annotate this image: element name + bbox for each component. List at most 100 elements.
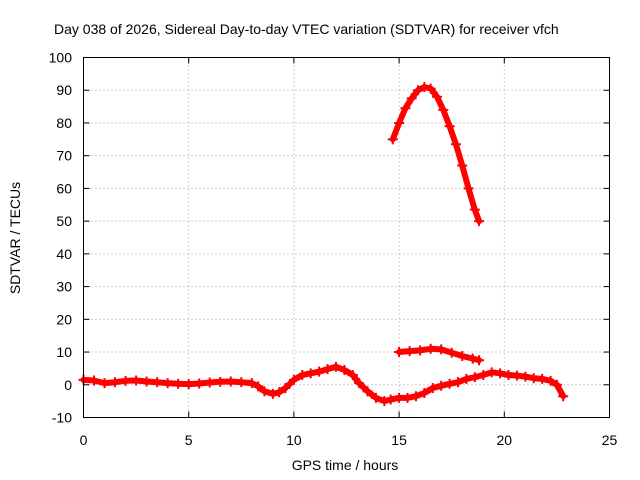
data-point-trace-3 bbox=[415, 345, 426, 356]
data-point-trace-1 bbox=[259, 386, 270, 397]
data-point-trace-1 bbox=[362, 386, 373, 397]
data-point-trace-1 bbox=[194, 378, 205, 389]
data-point-trace-1 bbox=[162, 378, 173, 389]
data-point-trace-1 bbox=[120, 375, 131, 386]
data-point-trace-2 bbox=[463, 183, 474, 194]
data-point-trace-1 bbox=[436, 380, 447, 391]
x-tick-label: 20 bbox=[497, 432, 513, 448]
data-point-trace-2 bbox=[425, 83, 436, 94]
y-tick-label: 10 bbox=[56, 344, 72, 360]
data-point-trace-1 bbox=[453, 377, 464, 388]
data-point-trace-2 bbox=[413, 85, 424, 96]
data-point-trace-2 bbox=[469, 204, 480, 215]
data-point-trace-2 bbox=[474, 216, 485, 227]
y-tick-label: 80 bbox=[56, 115, 72, 131]
data-point-trace-1 bbox=[469, 372, 480, 383]
data-point-trace-3 bbox=[394, 347, 405, 358]
data-point-trace-1 bbox=[280, 383, 291, 394]
data-point-trace-1 bbox=[110, 377, 121, 388]
y-tick-label: 100 bbox=[49, 50, 73, 66]
data-point-trace-1 bbox=[225, 376, 236, 387]
data-point-trace-1 bbox=[528, 373, 539, 384]
data-point-trace-1 bbox=[394, 392, 405, 403]
y-tick-label: 50 bbox=[56, 213, 72, 229]
data-point-trace-1 bbox=[379, 396, 390, 407]
data-point-trace-3 bbox=[404, 346, 415, 357]
data-point-trace-1 bbox=[274, 387, 285, 398]
data-point-trace-1 bbox=[558, 391, 569, 402]
y-axis-label: SDTVAR / TECUs bbox=[7, 182, 23, 294]
data-point-trace-1 bbox=[131, 375, 142, 386]
data-point-trace-2 bbox=[400, 103, 411, 114]
data-point-trace-3 bbox=[474, 355, 485, 366]
x-tick-label: 15 bbox=[391, 432, 407, 448]
data-point-trace-1 bbox=[461, 373, 472, 384]
series-group bbox=[78, 81, 569, 407]
data-point-trace-1 bbox=[253, 381, 264, 392]
data-point-trace-2 bbox=[457, 160, 468, 171]
data-point-trace-1 bbox=[99, 378, 110, 389]
data-point-trace-1 bbox=[354, 378, 365, 389]
y-tick-label: -10 bbox=[52, 410, 72, 426]
data-point-trace-3 bbox=[467, 353, 478, 364]
y-tick-label: 0 bbox=[64, 377, 72, 393]
data-point-trace-1 bbox=[520, 371, 531, 382]
data-point-trace-3 bbox=[425, 343, 436, 354]
data-point-trace-3 bbox=[436, 344, 447, 355]
y-tick-label: 90 bbox=[56, 82, 72, 98]
y-tick-label: 70 bbox=[56, 148, 72, 164]
x-tick-label: 5 bbox=[185, 432, 193, 448]
data-point-trace-1 bbox=[444, 378, 455, 389]
data-point-trace-1 bbox=[385, 394, 396, 405]
data-point-trace-1 bbox=[297, 369, 308, 380]
data-point-trace-2 bbox=[431, 91, 442, 102]
data-point-trace-3 bbox=[457, 350, 468, 361]
grid bbox=[83, 57, 610, 418]
data-point-trace-1 bbox=[267, 388, 278, 399]
data-point-trace-2 bbox=[387, 134, 398, 145]
data-point-trace-1 bbox=[173, 378, 184, 389]
data-point-trace-1 bbox=[215, 376, 226, 387]
data-point-trace-2 bbox=[450, 139, 461, 150]
data-point-trace-1 bbox=[410, 391, 421, 402]
y-tick-label: 20 bbox=[56, 311, 72, 327]
data-point-trace-1 bbox=[152, 377, 163, 388]
y-tick-label: 40 bbox=[56, 246, 72, 262]
data-point-trace-1 bbox=[339, 365, 350, 376]
data-point-trace-1 bbox=[419, 387, 430, 398]
x-axis-label: GPS time / hours bbox=[292, 457, 399, 473]
data-point-trace-2 bbox=[444, 121, 455, 132]
data-point-trace-2 bbox=[394, 117, 405, 128]
data-point-trace-1 bbox=[141, 376, 152, 387]
data-point-trace-2 bbox=[419, 81, 430, 92]
data-point-trace-1 bbox=[486, 367, 497, 378]
data-point-trace-1 bbox=[288, 374, 299, 385]
data-point-trace-1 bbox=[551, 379, 562, 390]
data-point-trace-2 bbox=[438, 104, 449, 115]
data-point-trace-1 bbox=[183, 379, 194, 390]
data-point-trace-1 bbox=[503, 369, 514, 380]
data-point-trace-1 bbox=[347, 369, 358, 380]
y-tick-label: 60 bbox=[56, 180, 72, 196]
x-tick-label: 25 bbox=[602, 432, 618, 448]
ticks: 0 5 10 15 20 25 -10 0 10 20 30 40 50 60 70 80 90 100 bbox=[49, 50, 618, 449]
y-tick-label: 30 bbox=[56, 279, 72, 295]
data-point-trace-1 bbox=[537, 373, 548, 384]
data-point-trace-1 bbox=[305, 368, 316, 379]
x-tick-label: 10 bbox=[286, 432, 302, 448]
data-point-trace-1 bbox=[236, 377, 247, 388]
data-point-trace-1 bbox=[478, 369, 489, 380]
data-point-trace-1 bbox=[204, 377, 215, 388]
plot-frame bbox=[83, 57, 610, 418]
data-point-trace-1 bbox=[511, 370, 522, 381]
data-point-trace-1 bbox=[545, 375, 556, 386]
chart-title: Day 038 of 2026, Sidereal Day-to-day VTE… bbox=[54, 21, 559, 37]
data-point-trace-3 bbox=[446, 347, 457, 358]
data-point-trace-1 bbox=[370, 392, 381, 403]
data-point-trace-1 bbox=[402, 392, 413, 403]
data-point-trace-1 bbox=[246, 378, 257, 389]
x-tick-label: 0 bbox=[80, 432, 88, 448]
data-point-trace-1 bbox=[314, 366, 325, 377]
data-point-trace-1 bbox=[495, 368, 506, 379]
